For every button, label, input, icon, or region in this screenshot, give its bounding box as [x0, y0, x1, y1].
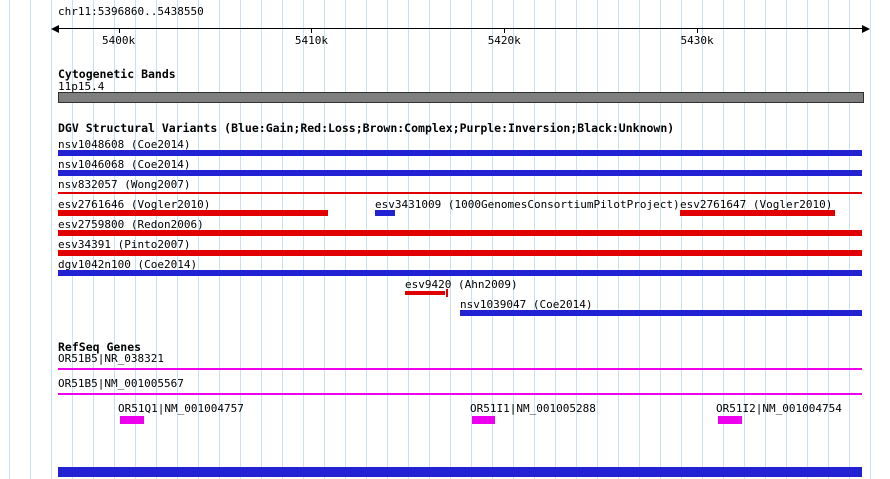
cytogenetic-band-bar[interactable] — [58, 92, 864, 103]
track-row: nsv1046068 (Coe2014) — [58, 159, 862, 179]
feature-label: OR51Q1|NM_001004757 — [118, 402, 244, 415]
feature-bar[interactable] — [58, 170, 862, 176]
track-row: OR51B5|NM_001005567 — [58, 378, 862, 403]
feature-bar[interactable] — [58, 230, 862, 236]
feature-bar[interactable] — [58, 192, 862, 194]
ruler-tick-mark — [504, 29, 506, 33]
feature-label: nsv1048608 (Coe2014) — [58, 138, 191, 151]
ruler-left-arrow-icon — [51, 25, 59, 33]
cytoband-label: 11p15.4 — [58, 80, 105, 93]
track-row: esv34391 (Pinto2007) — [58, 239, 862, 259]
dgv-track-title: DGV Structural Variants (Blue:Gain;Red:L… — [58, 121, 675, 135]
feature-bar[interactable] — [375, 210, 395, 216]
ruler-tick-label: 5430k — [680, 34, 714, 47]
refseq-track-rows: OR51B5|NR_038321 OR51B5|NM_001005567 OR51Q… — [58, 353, 862, 428]
feature-label: esv2761647 (Vogler2010) — [680, 198, 833, 211]
dgv-track-rows: nsv1048608 (Coe2014) nsv1046068 (Coe2014)… — [58, 139, 862, 319]
feature-bar[interactable] — [472, 416, 495, 424]
ruler[interactable]: 5400k 5410k 5420k 5430k — [0, 0, 890, 50]
feature-bar[interactable] — [460, 310, 862, 316]
ruler-right-arrow-icon — [862, 25, 870, 33]
feature-bar[interactable] — [58, 210, 328, 216]
track-row: OR51Q1|NM_001004757 OR51I1|NM_001005288 OR… — [58, 403, 862, 428]
track-row: esv9420 (Ahn2009) — [58, 279, 862, 299]
feature-bar[interactable] — [405, 291, 445, 295]
feature-label: OR51B5|NR_038321 — [58, 352, 164, 365]
feature-bar[interactable] — [58, 393, 862, 395]
ruler-line — [58, 28, 862, 29]
feature-label: esv2759800 (Redon2006) — [58, 218, 204, 231]
feature-label: esv2761646 (Vogler2010) — [58, 198, 211, 211]
feature-end-tick — [446, 289, 448, 297]
refseq-track-title: RefSeq Genes — [58, 340, 142, 354]
ruler-tick-mark — [118, 29, 120, 33]
ruler-ticks: 5400k 5410k 5420k 5430k — [58, 28, 862, 48]
ruler-tick-label: 5400k — [101, 34, 136, 47]
feature-bar[interactable] — [58, 150, 862, 156]
ruler-tick-label: 5420k — [487, 34, 521, 47]
track-row: OR51B5|NR_038321 — [58, 353, 862, 378]
feature-label: esv3431009 (1000GenomesConsortiumPilotPr… — [375, 198, 680, 211]
feature-label: OR51B5|NM_001005567 — [58, 377, 184, 390]
feature-bar[interactable] — [680, 210, 835, 216]
ruler-tick-mark — [697, 29, 699, 33]
track-row: dgv1042n100 (Coe2014) — [58, 259, 862, 279]
feature-bar[interactable] — [120, 416, 144, 424]
feature-bar[interactable] — [58, 270, 862, 276]
ruler-tick-mark — [311, 29, 313, 33]
feature-label: nsv832057 (Wong2007) — [58, 178, 191, 191]
feature-label: dgv1042n100 (Coe2014) — [58, 258, 198, 271]
track-row: esv2759800 (Redon2006) — [58, 219, 862, 239]
region-label: chr11:5396860..5438550 — [58, 5, 204, 18]
feature-bar[interactable] — [58, 250, 862, 256]
track-row: esv2761646 (Vogler2010) esv3431009 (1000G… — [58, 199, 862, 219]
feature-label: esv34391 (Pinto2007) — [58, 238, 191, 251]
cytogenetic-bands-title: Cytogenetic Bands — [58, 67, 176, 81]
track-row: nsv832057 (Wong2007) — [58, 179, 862, 199]
track-row: nsv1048608 (Coe2014) — [58, 139, 862, 159]
feature-bar[interactable] — [58, 368, 862, 370]
feature-label: OR51I1|NM_001005288 — [470, 402, 596, 415]
feature-label: nsv1039047 (Coe2014) — [460, 298, 593, 311]
ruler-tick-label: 5410k — [294, 34, 328, 47]
feature-label: OR51I2|NM_001004754 — [716, 402, 842, 415]
feature-bar[interactable] — [718, 416, 742, 424]
track-row: nsv1039047 (Coe2014) — [58, 299, 862, 319]
feature-label: esv9420 (Ahn2009) — [405, 278, 518, 291]
feature-label: nsv1046068 (Coe2014) — [58, 158, 191, 171]
bottom-track-bar[interactable] — [58, 467, 862, 477]
